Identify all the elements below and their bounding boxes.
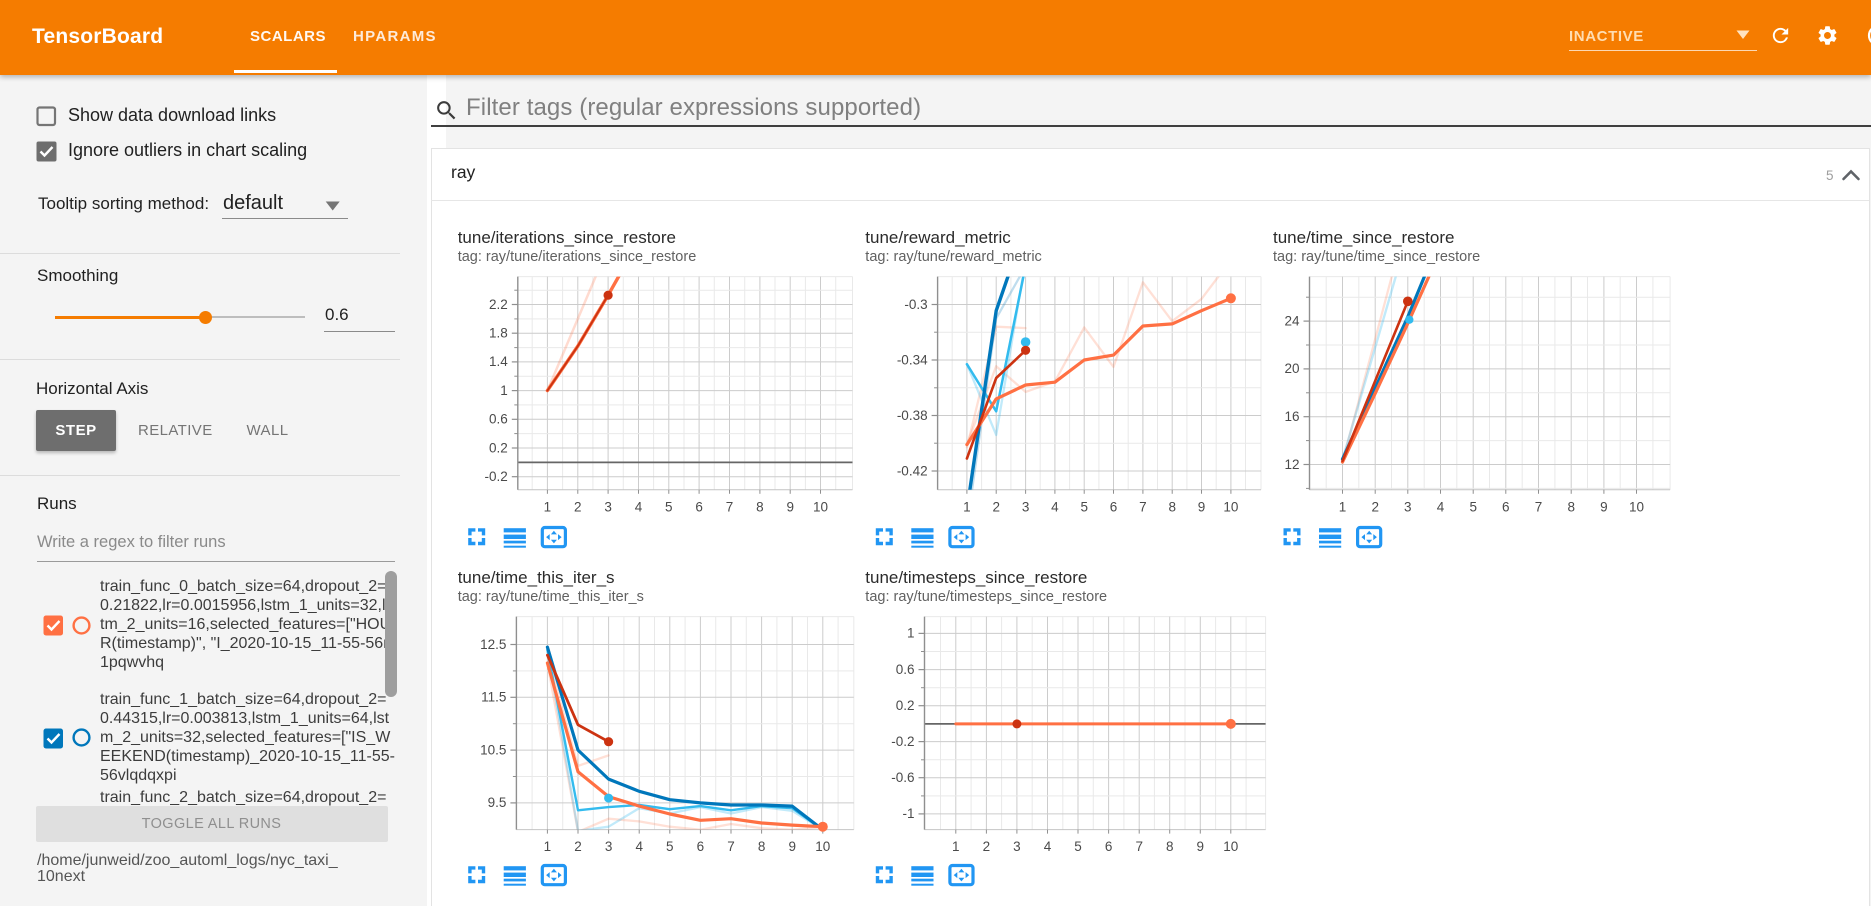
svg-text:8: 8 bbox=[756, 499, 764, 514]
svg-text:2: 2 bbox=[1371, 499, 1379, 514]
svg-text:5: 5 bbox=[1469, 499, 1477, 514]
svg-text:1: 1 bbox=[963, 499, 971, 514]
svg-text:10: 10 bbox=[815, 839, 830, 854]
svg-text:4: 4 bbox=[1437, 499, 1445, 514]
svg-text:0.6: 0.6 bbox=[489, 412, 508, 427]
svg-text:7: 7 bbox=[1535, 499, 1543, 514]
svg-text:20: 20 bbox=[1284, 361, 1299, 376]
svg-text:6: 6 bbox=[1105, 839, 1113, 854]
svg-text:-0.3: -0.3 bbox=[904, 297, 927, 312]
svg-text:11.5: 11.5 bbox=[481, 690, 506, 705]
svg-text:0.2: 0.2 bbox=[489, 440, 508, 455]
svg-text:2: 2 bbox=[574, 499, 582, 514]
svg-text:10: 10 bbox=[1629, 499, 1644, 514]
svg-text:9: 9 bbox=[1198, 499, 1206, 514]
svg-text:-0.2: -0.2 bbox=[891, 734, 914, 749]
svg-text:0.2: 0.2 bbox=[896, 698, 915, 713]
svg-text:2.2: 2.2 bbox=[489, 297, 508, 312]
svg-text:9: 9 bbox=[788, 839, 796, 854]
svg-text:6: 6 bbox=[697, 839, 705, 854]
svg-text:8: 8 bbox=[758, 839, 766, 854]
svg-text:2: 2 bbox=[574, 839, 582, 854]
svg-text:1.8: 1.8 bbox=[489, 326, 508, 341]
svg-text:5: 5 bbox=[666, 839, 674, 854]
svg-text:7: 7 bbox=[726, 499, 734, 514]
svg-text:6: 6 bbox=[1502, 499, 1510, 514]
svg-text:12.5: 12.5 bbox=[480, 637, 506, 652]
svg-text:1.4: 1.4 bbox=[489, 354, 508, 369]
svg-text:-0.34: -0.34 bbox=[897, 352, 928, 367]
svg-text:3: 3 bbox=[605, 839, 613, 854]
svg-text:7: 7 bbox=[1135, 839, 1143, 854]
svg-text:7: 7 bbox=[727, 839, 735, 854]
svg-text:9.5: 9.5 bbox=[488, 795, 507, 810]
svg-text:1: 1 bbox=[544, 499, 552, 514]
svg-text:8: 8 bbox=[1168, 499, 1176, 514]
svg-text:24: 24 bbox=[1284, 313, 1300, 328]
svg-text:0.6: 0.6 bbox=[896, 662, 915, 677]
svg-text:4: 4 bbox=[1044, 839, 1052, 854]
svg-text:5: 5 bbox=[1080, 499, 1088, 514]
svg-text:10: 10 bbox=[1223, 499, 1238, 514]
svg-text:-0.6: -0.6 bbox=[891, 770, 914, 785]
svg-text:3: 3 bbox=[1022, 499, 1030, 514]
svg-text:9: 9 bbox=[1600, 499, 1608, 514]
svg-text:5: 5 bbox=[1074, 839, 1082, 854]
svg-text:10: 10 bbox=[813, 499, 828, 514]
svg-text:10: 10 bbox=[1223, 839, 1238, 854]
svg-text:5: 5 bbox=[665, 499, 673, 514]
svg-text:1: 1 bbox=[544, 839, 552, 854]
svg-text:3: 3 bbox=[1404, 499, 1412, 514]
svg-text:1: 1 bbox=[952, 839, 960, 854]
svg-text:1: 1 bbox=[500, 383, 508, 398]
svg-text:-0.42: -0.42 bbox=[897, 463, 928, 478]
svg-text:-1: -1 bbox=[902, 806, 914, 821]
svg-text:7: 7 bbox=[1139, 499, 1147, 514]
svg-text:2: 2 bbox=[983, 839, 991, 854]
svg-text:1: 1 bbox=[1339, 499, 1347, 514]
svg-text:4: 4 bbox=[1051, 499, 1059, 514]
svg-text:-0.38: -0.38 bbox=[897, 408, 928, 423]
svg-text:6: 6 bbox=[1110, 499, 1118, 514]
svg-text:4: 4 bbox=[635, 499, 643, 514]
svg-text:9: 9 bbox=[786, 499, 794, 514]
svg-text:16: 16 bbox=[1284, 409, 1299, 424]
svg-text:12: 12 bbox=[1284, 457, 1299, 472]
svg-text:2: 2 bbox=[992, 499, 1000, 514]
svg-text:9: 9 bbox=[1197, 839, 1205, 854]
svg-text:3: 3 bbox=[1013, 839, 1021, 854]
svg-text:3: 3 bbox=[604, 499, 612, 514]
svg-text:1: 1 bbox=[907, 626, 915, 641]
svg-text:4: 4 bbox=[635, 839, 643, 854]
svg-text:6: 6 bbox=[695, 499, 703, 514]
svg-text:8: 8 bbox=[1166, 839, 1174, 854]
svg-text:10.5: 10.5 bbox=[480, 742, 506, 757]
svg-text:8: 8 bbox=[1567, 499, 1575, 514]
svg-text:-0.2: -0.2 bbox=[485, 469, 508, 484]
